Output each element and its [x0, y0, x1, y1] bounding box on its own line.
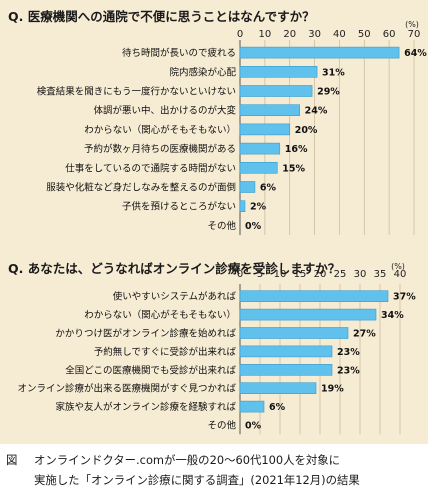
chart2-category-label: オンライン診療が出来る医療機関がすぐ見つかれば: [17, 383, 236, 395]
chart2-value-label: 27%: [353, 329, 376, 340]
chart1-value-label: 6%: [260, 183, 277, 194]
chart1: (%) 0 10 20 30 40 50 60 70 待ち時間が長いので疲れる 64% 院内感染が心配…: [37, 20, 427, 235]
chart1-category-label: 予約が数ヶ月待ちの医療機関がある: [84, 143, 236, 155]
chart2-tick-label: 10: [274, 269, 287, 280]
chart1-tick-label: 60: [383, 29, 396, 40]
chart2-bar: [239, 400, 265, 413]
chart2-tick-label: 15: [294, 269, 307, 280]
figure-label: 図: [6, 453, 18, 467]
figure-caption: 図 オンラインドクター.comが一般の20～60代100人を対象に 実施した「オ…: [0, 444, 428, 496]
chart2-value-label: 19%: [321, 384, 344, 395]
chart2-category-label: 使いやすいシステムがあれば: [113, 291, 237, 303]
chart1-value-label: 15%: [282, 163, 305, 174]
chart2-bar: [239, 345, 333, 358]
chart1-value-label: 2%: [250, 202, 267, 213]
chart1-value-label: 31%: [322, 67, 345, 78]
chart2-tick-label: 30: [354, 269, 367, 280]
chart1-category-label: 検査結果を聞きにもう一度行かないといけない: [37, 86, 236, 98]
chart2-bar: [239, 382, 317, 394]
chart1-bar: [239, 85, 313, 97]
chart1-category-label: その他: [207, 220, 236, 232]
chart1-bar: [239, 200, 246, 212]
chart2-tick-label: 25: [334, 269, 347, 280]
chart2-tick-label: 40: [394, 269, 407, 280]
chart1-title: Q. 医療機関への通院で不便に思うことはなんですか？: [8, 9, 315, 24]
chart1-category-label: 体調が悪い中、出かけるのが大変: [93, 105, 236, 117]
chart1-category-label: 院内感染が心配: [169, 66, 236, 78]
chart1-value-label: 64%: [404, 48, 427, 59]
chart1-value-label: 0%: [245, 221, 262, 232]
chart2-category-label: 予約無しですぐに受診が出来れば: [94, 346, 237, 358]
chart1-value-label: 20%: [295, 125, 318, 136]
chart1-bar: [239, 123, 291, 136]
chart2-value-label: 34%: [381, 310, 404, 321]
chart1-tick-label: 20: [283, 29, 296, 40]
chart1-tick-label: 0: [237, 29, 243, 40]
chart2-unit-label: (%): [391, 262, 405, 271]
chart2-category-label: わからない（関心がそもそもない）: [84, 309, 236, 321]
chart1-category-label: わからない（関心がそもそもない）: [84, 124, 236, 136]
chart2-category-label: その他: [207, 420, 236, 432]
chart2-bar: [239, 327, 349, 339]
chart2-category-label: かかりつけ医がオンライン診療を始めれば: [55, 328, 236, 340]
chart2-category-label: 家族や友人がオンライン診療を経験すれば: [55, 401, 236, 413]
chart1-tick-label: 30: [308, 29, 321, 40]
chart2-value-label: 0%: [245, 421, 262, 432]
chart2-category-label: 全国どこの医療機関でも受診が出来れば: [65, 364, 236, 376]
chart1-tick-label: 10: [258, 29, 271, 40]
chart1-value-label: 24%: [305, 106, 328, 117]
chart1-bar: [239, 46, 400, 59]
chart1-category-label: 待ち時間が長いので疲れる: [122, 47, 236, 59]
chart1-value-label: 29%: [317, 87, 340, 98]
chart1-bar: [239, 104, 300, 116]
chart1-bar: [239, 142, 281, 155]
chart1-unit-label: (%): [405, 20, 419, 29]
chart2: (%) 0 5 10 15 20 25 30 35 40 使いやすいシステムがあれば 37% わからない…: [17, 262, 416, 435]
chart2-value-label: 23%: [337, 365, 360, 376]
chart1-tick-label: 40: [333, 29, 346, 40]
caption-line-2: 実施した「オンライン診療に関する調査」(2021年12月)の結果: [34, 473, 360, 487]
chart2-value-label: 6%: [269, 402, 286, 413]
chart1-bar: [239, 162, 278, 174]
chart2-tick-label: 20: [314, 269, 327, 280]
chart2-tick-label: 0: [237, 269, 243, 280]
chart1-category-label: 子供を預けるところがない: [122, 201, 236, 213]
chart1-category-label: 仕事をしているので通院する時間がない: [65, 162, 236, 174]
chart1-tick-label: 50: [358, 29, 371, 40]
chart2-bar: [239, 364, 333, 376]
chart2-tick-label: 35: [374, 269, 387, 280]
caption-line-1: オンラインドクター.comが一般の20～60代100人を対象に: [34, 453, 341, 467]
chart2-value-label: 37%: [393, 292, 416, 303]
chart2-title: Q. あなたは、どうなればオンライン診療を受診しますか？: [8, 261, 341, 276]
chart2-tick-label: 5: [257, 269, 263, 280]
chart1-category-label: 服装や化粧など身だしなみを整えるのが面倒: [46, 182, 236, 194]
chart1-bar: [239, 181, 256, 193]
chart2-bar: [239, 290, 389, 303]
chart1-value-label: 16%: [285, 144, 308, 155]
chart1-tick-label: 70: [408, 29, 421, 40]
chart2-value-label: 23%: [337, 347, 360, 358]
chart2-bar: [239, 308, 377, 321]
chart1-bar: [239, 65, 318, 78]
